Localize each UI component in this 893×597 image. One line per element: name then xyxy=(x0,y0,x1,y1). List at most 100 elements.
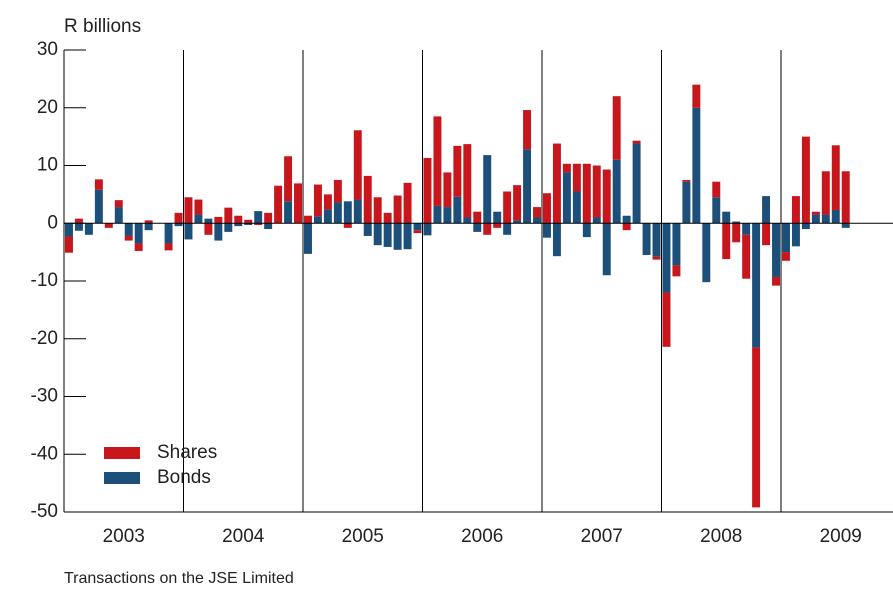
bar xyxy=(692,84,701,108)
bar xyxy=(114,200,123,208)
bar xyxy=(612,96,621,160)
bar xyxy=(144,223,153,231)
bar xyxy=(264,223,273,230)
bar xyxy=(712,181,721,198)
bar xyxy=(383,212,392,224)
bar xyxy=(552,223,561,257)
bar xyxy=(224,223,233,232)
bar xyxy=(652,256,661,260)
bar xyxy=(204,218,213,224)
bar xyxy=(483,223,492,235)
bar xyxy=(463,144,472,218)
bar xyxy=(114,207,123,224)
bar xyxy=(104,223,113,228)
y-tick-label: 20 xyxy=(37,97,58,118)
bar xyxy=(284,156,293,202)
bar xyxy=(782,252,790,261)
bar xyxy=(343,223,352,228)
y-tick-label: -10 xyxy=(31,270,58,291)
legend-label: Shares xyxy=(157,442,217,463)
bar xyxy=(602,223,611,276)
bar xyxy=(791,196,800,224)
bar xyxy=(722,211,731,224)
bar xyxy=(383,223,392,247)
bar xyxy=(224,207,233,224)
bar xyxy=(652,223,661,257)
bar xyxy=(343,201,352,224)
bar xyxy=(801,136,810,224)
bar xyxy=(313,184,322,217)
bar xyxy=(712,197,721,224)
bar xyxy=(572,163,581,192)
bar xyxy=(274,185,283,224)
bar xyxy=(423,157,432,224)
bar xyxy=(513,185,522,221)
bar xyxy=(363,175,372,224)
bar xyxy=(473,223,482,232)
bar xyxy=(732,221,741,224)
bar xyxy=(493,223,502,228)
bar xyxy=(244,219,253,224)
bar xyxy=(503,223,512,235)
bar xyxy=(373,197,382,224)
bar xyxy=(801,223,810,230)
y-tick-label: -50 xyxy=(31,501,58,522)
legend-swatch xyxy=(104,447,140,459)
x-tick-label: 2003 xyxy=(103,526,145,547)
bar xyxy=(533,217,541,224)
bar xyxy=(513,220,522,224)
y-axis-label: R billions xyxy=(64,16,141,37)
bar xyxy=(632,140,641,144)
bar xyxy=(423,223,432,236)
bar xyxy=(772,223,780,277)
bar xyxy=(732,223,741,243)
bar xyxy=(523,149,532,224)
bar xyxy=(453,145,462,197)
bar xyxy=(612,159,621,224)
bar xyxy=(234,215,243,224)
bar xyxy=(304,223,312,254)
bar xyxy=(393,223,402,250)
bar xyxy=(304,215,312,224)
bar xyxy=(413,223,422,231)
bar xyxy=(811,211,820,215)
bar xyxy=(74,223,83,231)
bar xyxy=(443,207,452,224)
bar xyxy=(493,211,502,224)
x-tick-label: 2009 xyxy=(820,526,862,547)
bar xyxy=(722,223,731,260)
y-tick-label: -40 xyxy=(31,443,58,464)
bar xyxy=(602,169,611,224)
bar xyxy=(592,165,601,218)
x-tick-label: 2007 xyxy=(581,526,623,547)
bar xyxy=(65,223,73,237)
bar xyxy=(393,195,402,224)
bar xyxy=(413,230,422,234)
bar xyxy=(264,212,273,224)
bar xyxy=(821,171,830,215)
bar xyxy=(831,145,840,210)
bar xyxy=(552,143,561,224)
bar xyxy=(134,223,143,244)
bar xyxy=(174,212,183,224)
bar xyxy=(543,223,551,238)
bar xyxy=(473,211,482,224)
bar xyxy=(841,171,850,224)
bar xyxy=(533,207,541,218)
bar xyxy=(244,223,253,225)
legend-label: Bonds xyxy=(157,467,211,488)
legend-swatch xyxy=(104,472,140,484)
x-tick-label: 2008 xyxy=(700,526,742,547)
bar xyxy=(662,292,671,347)
bar xyxy=(503,191,512,224)
bar xyxy=(811,214,820,224)
x-tick-label: 2005 xyxy=(342,526,384,547)
bar xyxy=(762,223,771,246)
bar xyxy=(433,205,442,224)
bar xyxy=(353,130,362,200)
bar xyxy=(453,196,462,224)
bar xyxy=(294,183,302,224)
bar xyxy=(74,218,83,224)
bar xyxy=(543,193,551,224)
